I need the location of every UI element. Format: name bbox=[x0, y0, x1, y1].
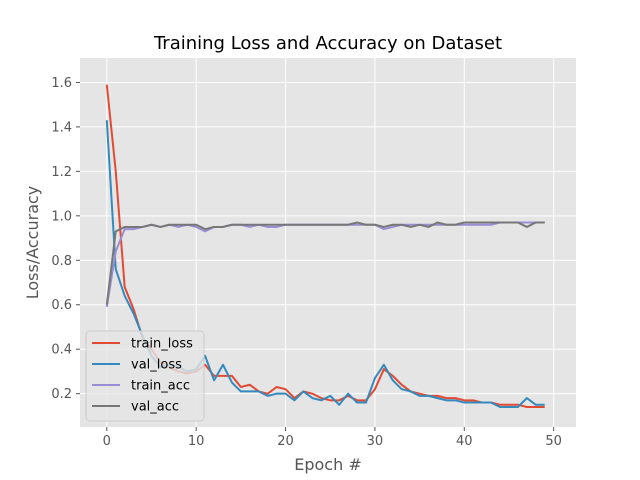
x-tick-label: 20 bbox=[277, 434, 294, 449]
y-axis-label: Loss/Accuracy bbox=[23, 186, 42, 300]
y-tick-label: 0.4 bbox=[51, 343, 72, 358]
y-tick-label: 0.6 bbox=[51, 298, 72, 313]
y-tick-label: 1.6 bbox=[51, 76, 72, 91]
legend-box bbox=[85, 330, 205, 422]
x-tick-label: 50 bbox=[545, 434, 562, 449]
y-tick-label: 0.2 bbox=[51, 387, 72, 402]
chart-title: Training Loss and Accuracy on Dataset bbox=[153, 33, 502, 54]
series-line-val-acc bbox=[105, 221, 545, 305]
legend-label: val_loss bbox=[131, 358, 182, 373]
legend-entry-train-loss: train_loss bbox=[92, 337, 193, 352]
legend-entry-val-loss: val_loss bbox=[92, 358, 182, 373]
y-tick-label: 1.2 bbox=[51, 165, 72, 180]
x-axis-label: Epoch # bbox=[294, 455, 361, 474]
legend: train_loss val_loss train_acc val_acc bbox=[85, 330, 205, 422]
legend-label: val_acc bbox=[131, 400, 179, 415]
legend-entry-val-acc: val_acc bbox=[92, 400, 179, 415]
y-tick-label: 1.0 bbox=[51, 209, 72, 224]
ticks-layer: 0 10 20 30 40 50 0.2 0.4 0.6 0.8 1.0 1.2 1.4 1.6 bbox=[51, 76, 562, 449]
x-tick-label: 30 bbox=[367, 434, 384, 449]
x-tick-label: 10 bbox=[188, 434, 205, 449]
y-tick-label: 0.8 bbox=[51, 254, 72, 269]
x-tick-label: 40 bbox=[456, 434, 473, 449]
x-tick-label: 0 bbox=[103, 434, 111, 449]
legend-label: train_loss bbox=[131, 337, 193, 352]
y-tick-label: 1.4 bbox=[51, 120, 72, 135]
legend-label: train_acc bbox=[131, 379, 190, 394]
legend-entry-train-acc: train_acc bbox=[92, 379, 190, 394]
